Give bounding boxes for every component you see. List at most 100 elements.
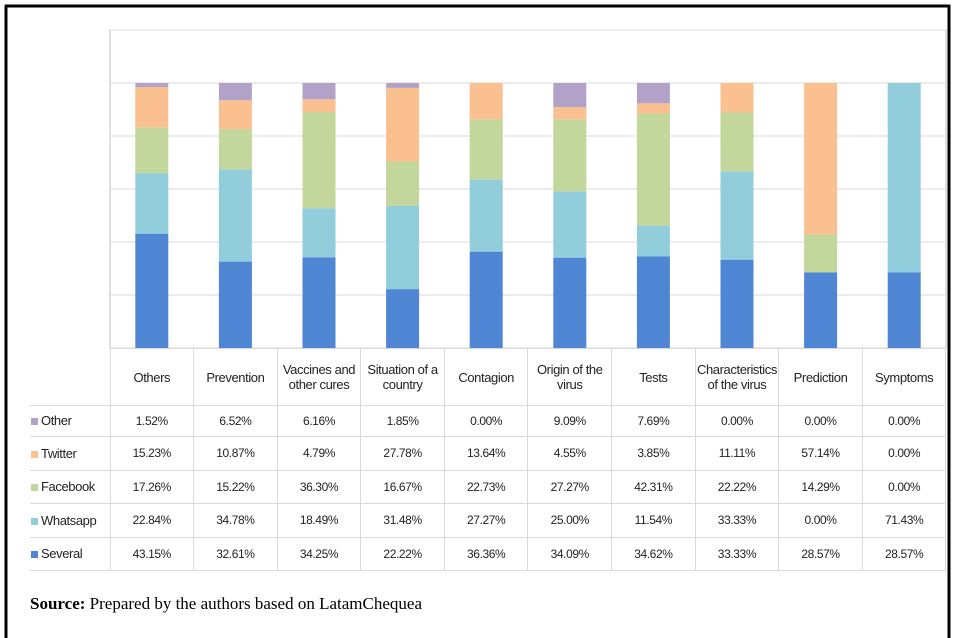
- bar-segment: [218, 100, 252, 130]
- corner-cell: [30, 349, 110, 406]
- value-label: 32.61%: [193, 537, 278, 571]
- value-label: 33.33%: [694, 503, 780, 538]
- value-label: 14.29%: [778, 470, 863, 504]
- legend-swatch: [31, 450, 38, 458]
- value-label: 22.73%: [443, 470, 529, 504]
- bar-segment: [386, 87, 420, 162]
- bar-segment: [553, 191, 587, 258]
- bar-segment: [469, 119, 503, 180]
- bar-segment: [135, 83, 169, 88]
- legend-label: Twitter: [41, 445, 77, 461]
- data-table: Others Prevention Vaccines and other cures…: [30, 348, 947, 571]
- category-label: Others: [109, 348, 195, 406]
- bar-segment: [469, 179, 503, 252]
- value-label: 27.78%: [360, 436, 445, 471]
- bar-segment: [720, 112, 754, 172]
- bar-segment: [636, 256, 670, 348]
- category-label: Prevention: [193, 348, 278, 406]
- value-label: 13.64%: [443, 436, 529, 471]
- value-label: 6.52%: [193, 405, 278, 437]
- bar-segment: [636, 103, 670, 114]
- category-label: Vaccines and other cures: [276, 348, 362, 406]
- bar-segment: [804, 272, 838, 348]
- legend-label: Whatsapp: [41, 512, 97, 528]
- value-label: 34.25%: [276, 537, 362, 571]
- value-label: 7.69%: [611, 405, 696, 437]
- category-label: Symptoms: [861, 348, 947, 406]
- value-label: 42.31%: [611, 470, 696, 504]
- bar-segment: [469, 83, 503, 120]
- bar-segment: [302, 99, 336, 113]
- source: Source: Prepared by the authors based on…: [30, 594, 422, 614]
- value-label: 0.00%: [778, 503, 863, 538]
- value-label: 9.09%: [527, 405, 613, 437]
- legend-cell: Whatsapp: [30, 503, 111, 538]
- value-label: 10.87%: [193, 436, 278, 471]
- value-label: 11.54%: [611, 503, 696, 538]
- value-label: 1.52%: [109, 405, 195, 437]
- value-label: 16.67%: [360, 470, 445, 504]
- bar-segment: [218, 83, 252, 101]
- value-label: 0.00%: [443, 405, 529, 437]
- bar-segment: [636, 82, 670, 104]
- bar-segment: [218, 261, 252, 348]
- legend-swatch: [31, 517, 38, 525]
- value-label: 15.23%: [109, 436, 195, 471]
- table-row: Other 1.52% 6.52% 6.16% 1.85% 0.00% 9.09% 7.69%…: [30, 405, 947, 437]
- value-label: 34.78%: [193, 503, 278, 538]
- bar-segment: [553, 107, 587, 120]
- bar-segment: [218, 169, 252, 262]
- bar-segment: [386, 289, 420, 348]
- legend-cell: Several: [30, 537, 111, 571]
- legend-cell: Facebook: [30, 470, 111, 504]
- value-label: 36.36%: [443, 537, 529, 571]
- table-row: Twitter 15.23% 10.87% 4.79% 27.78% 13.64% 4.55…: [30, 436, 947, 471]
- bar-segment: [469, 251, 503, 348]
- value-label: 28.57%: [861, 537, 947, 571]
- legend-label: Several: [41, 546, 83, 561]
- value-label: 25.00%: [527, 503, 613, 538]
- value-label: 28.57%: [778, 537, 863, 571]
- bar-segment: [386, 205, 420, 290]
- bar-segment: [636, 225, 670, 257]
- category-label: Situation of a country: [360, 348, 445, 406]
- value-label: 22.84%: [109, 503, 195, 538]
- bar-segment: [302, 208, 336, 258]
- value-label: 57.14%: [778, 436, 863, 471]
- bar-segment: [553, 119, 587, 192]
- value-label: 34.09%: [527, 537, 613, 571]
- legend-swatch: [31, 418, 38, 425]
- bar-segment: [553, 83, 587, 108]
- bar-segment: [135, 173, 169, 234]
- bar-segment: [804, 234, 838, 273]
- bar-segment: [720, 259, 754, 348]
- legend-cell: Twitter: [30, 436, 111, 471]
- bar-segment: [636, 113, 670, 226]
- bar-segment: [302, 83, 336, 100]
- source-text: Prepared by the authors based on LatamCh…: [89, 594, 422, 613]
- value-label: 3.85%: [611, 436, 696, 471]
- value-label: 0.00%: [861, 470, 947, 504]
- bar-segment: [135, 127, 169, 174]
- bar-segment: [720, 83, 754, 113]
- bar-segment: [887, 83, 921, 273]
- value-label: 43.15%: [109, 537, 195, 571]
- bar-segment: [135, 87, 169, 128]
- bar-segment: [553, 257, 587, 348]
- value-label: 34.62%: [611, 537, 696, 571]
- value-label: 4.79%: [276, 436, 362, 471]
- source-label: Source:: [30, 594, 86, 613]
- value-label: 6.16%: [276, 405, 362, 437]
- value-label: 0.00%: [778, 405, 863, 437]
- bar-segment: [804, 83, 838, 235]
- value-label: 33.33%: [694, 537, 780, 571]
- table-row: Several 43.15% 32.61% 34.25% 22.22% 36.36% 34.…: [30, 537, 947, 571]
- value-label: 4.55%: [527, 436, 613, 471]
- legend-label: Facebook: [41, 479, 95, 494]
- legend-swatch: [31, 551, 38, 558]
- value-label: 11.11%: [694, 436, 780, 471]
- value-label: 71.43%: [861, 503, 947, 538]
- value-label: 18.49%: [276, 503, 362, 538]
